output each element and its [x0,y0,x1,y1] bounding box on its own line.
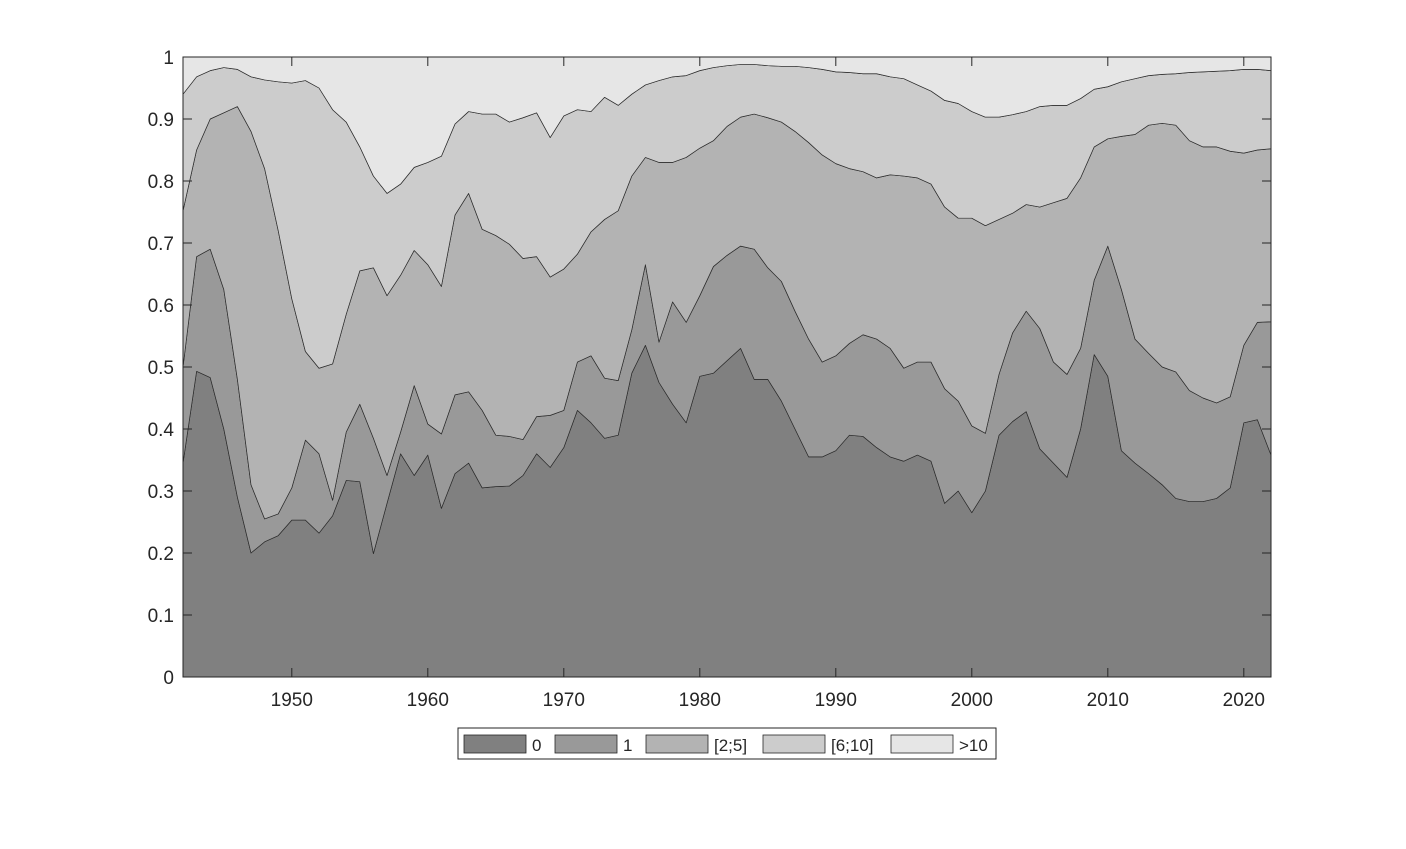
legend-label: 0 [532,736,541,755]
y-tick-label: 0 [163,668,174,689]
y-tick-label: 0.7 [148,234,174,255]
x-tick-label: 1980 [679,690,721,711]
axes: 1950 1960 1970 1980 1990 2000 2010 2020 0 0.1 0.2 0… [148,48,1272,711]
y-tick-label: 0.1 [148,606,174,627]
x-tick-label: 1960 [407,690,449,711]
x-tick-label: 1970 [543,690,585,711]
y-tick-label: 1 [163,48,174,69]
legend-swatch [463,734,527,754]
y-tick-label: 0.9 [148,110,174,131]
x-tick-label: 1950 [271,690,313,711]
y-tick-label: 0.3 [148,482,174,503]
legend: 0 1 [2;5] [6;10] >10 [457,727,997,760]
legend-label: [6;10] [831,736,874,755]
y-tick-label: 0.4 [148,420,175,441]
y-tick-label: 0.2 [148,544,174,565]
y-tick-label: 0.6 [148,296,174,317]
legend-swatch [645,734,709,754]
x-tick-label: 2000 [951,690,993,711]
legend-label: >10 [959,736,988,755]
y-tick-label: 0.8 [148,172,174,193]
area-layers [182,56,1272,678]
legend-label: 1 [623,736,632,755]
legend-label: [2;5] [714,736,747,755]
legend-swatch [762,734,826,754]
x-tick-label: 2020 [1223,690,1265,711]
legend-swatch [890,734,954,754]
y-tick-label: 0.5 [148,358,174,379]
legend-swatch [554,734,618,754]
x-tick-label: 1990 [815,690,857,711]
x-tick-label: 2010 [1087,690,1129,711]
